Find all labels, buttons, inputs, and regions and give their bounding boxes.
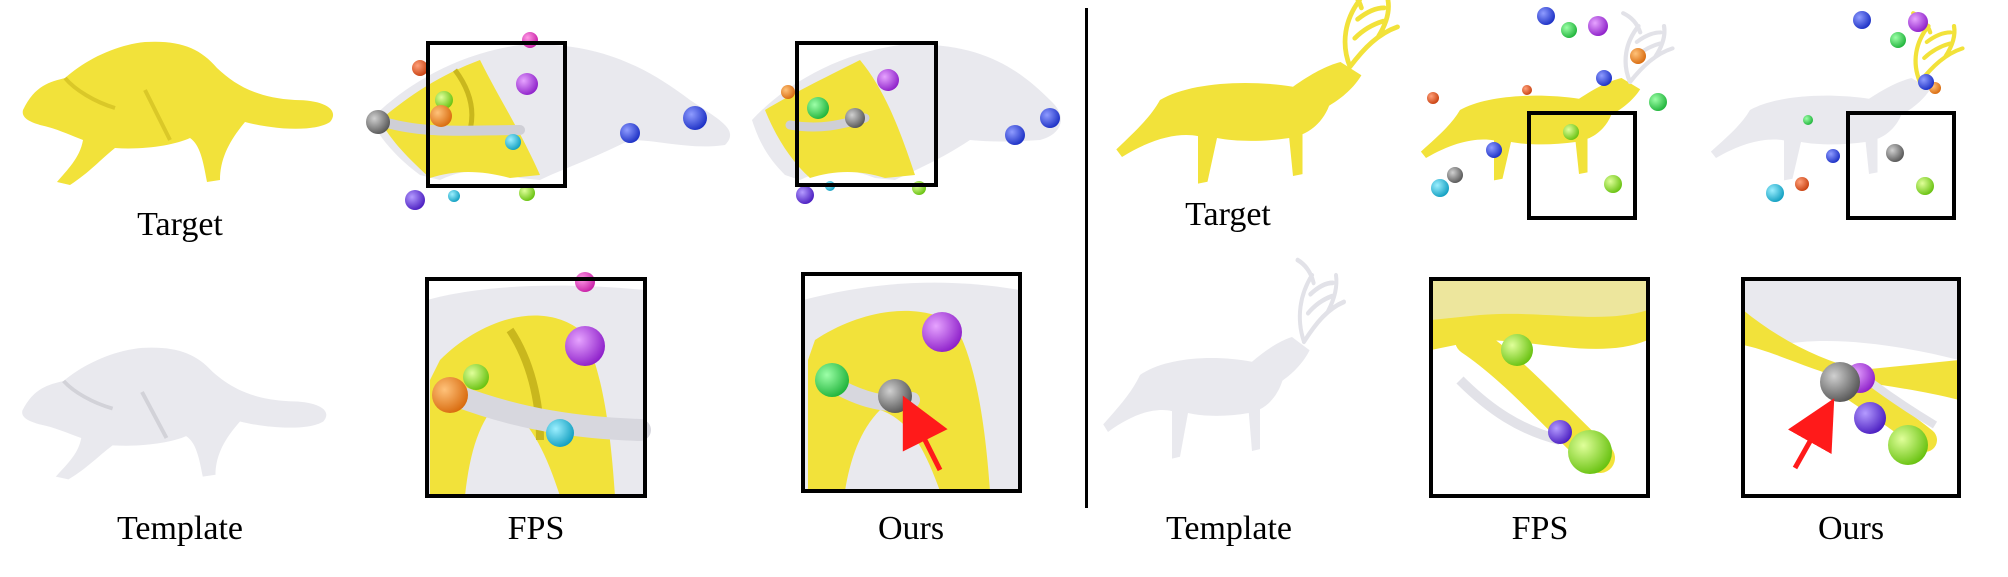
fox-arrow	[902, 395, 948, 472]
fox-ours-result	[752, 41, 1061, 204]
deer-ours-result	[1710, 11, 1963, 220]
label-left-fps: FPS	[507, 510, 565, 547]
fox-template-mesh	[20, 345, 329, 482]
label-right-target: Target	[1185, 196, 1271, 233]
vertical-divider	[1085, 8, 1088, 508]
deer-fps-zoom	[1429, 277, 1650, 498]
deer-arrow	[1787, 398, 1835, 470]
label-right-fps: FPS	[1511, 510, 1569, 547]
label-left-ours: Ours	[877, 510, 945, 547]
fox-fps-result	[366, 32, 731, 210]
deer-ours-zoom	[1741, 277, 1961, 498]
deer-fps-result	[1420, 7, 1673, 220]
label-right-template: Template	[1165, 510, 1293, 547]
label-right-ours: Ours	[1817, 510, 1885, 547]
fox-ours-zoom	[801, 272, 1022, 493]
label-left-target: Target	[137, 206, 223, 243]
label-left-template: Template	[116, 510, 244, 547]
fox-target-mesh	[20, 39, 336, 188]
deer-template-mesh	[1103, 260, 1344, 459]
fox-fps-zoom	[425, 272, 651, 498]
deer-target-mesh	[1116, 0, 1397, 184]
